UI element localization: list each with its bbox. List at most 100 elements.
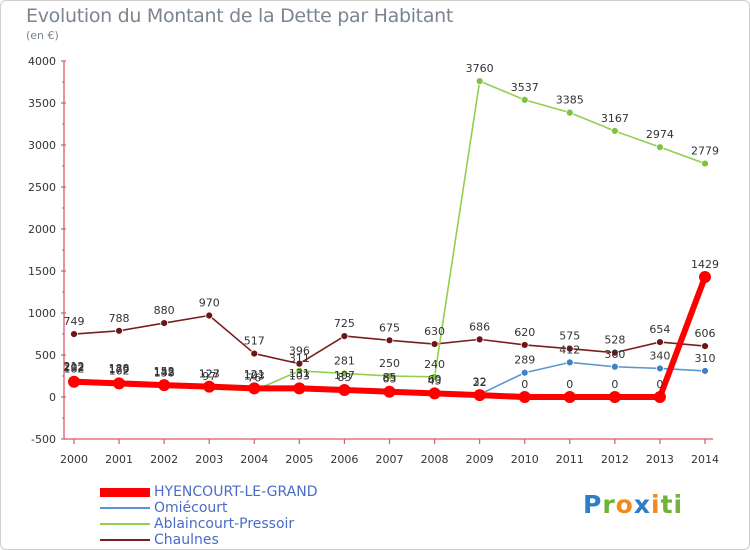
data-label-chaulnes: 880 [154,304,175,317]
data-point-ablaincourt [430,372,439,381]
data-label-chaulnes: 396 [289,345,310,358]
data-label-ablaincourt: 179 [109,363,130,376]
x-tick-label: 2008 [421,453,449,466]
y-tick-label: 1000 [28,307,56,320]
legend-swatch-omiecourt [100,507,150,509]
data-label-omiecourt: 153 [154,365,175,378]
data-label-hyencourt: 0 [611,378,618,391]
data-point-chaulnes [520,341,529,349]
data-point-chaulnes [430,340,439,348]
data-label-hyencourt: 1429 [691,258,719,271]
x-tick-label: 2004 [240,453,268,466]
data-point-chaulnes [205,311,214,320]
data-point-hyencourt [653,391,666,403]
data-point-hyencourt [158,379,171,392]
data-point-hyencourt [293,382,306,395]
data-point-ablaincourt [295,366,304,375]
data-label-chaulnes: 675 [379,321,400,334]
data-label-chaulnes: 517 [244,335,265,348]
data-label-ablaincourt: 281 [334,354,355,367]
chart-subtitle: (en €) [26,29,59,42]
line-chart: -500050010001500200025003000350040002000… [28,55,719,466]
data-point-chaulnes [656,338,664,346]
data-label-ablaincourt: 2779 [691,145,719,158]
data-point-ablaincourt [610,127,619,135]
data-point-hyencourt [608,391,621,403]
data-point-hyencourt [203,380,216,393]
data-point-omiecourt [656,364,664,373]
legend-swatch-chaulnes [100,539,150,541]
data-point-hyencourt [248,382,261,395]
brand-logo: Proxiti [583,490,683,519]
data-point-chaulnes [115,326,123,335]
data-point-hyencourt [338,384,351,397]
y-tick-label: 4000 [28,55,56,68]
y-tick-label: 3500 [28,97,56,110]
data-point-ablaincourt [385,372,394,380]
data-label-omiecourt: 310 [695,352,716,365]
data-point-omiecourt [701,367,709,375]
data-label-hyencourt: 162 [109,364,130,377]
data-label-chaulnes: 630 [424,325,445,338]
legend-label-ablaincourt: Ablaincourt-Pressoir [154,516,295,532]
data-point-chaulnes [610,348,619,357]
data-label-omiecourt: 360 [604,348,625,361]
data-label-hyencourt: 182 [64,363,85,376]
brand-letter: x [633,490,651,519]
y-tick-label: 500 [35,349,56,362]
data-label-hyencourt: 63 [383,373,397,386]
x-tick-label: 2012 [601,453,629,466]
data-point-omiecourt [520,368,529,377]
y-tick-label: 2500 [28,181,56,194]
data-label-hyencourt: 103 [289,369,310,382]
x-tick-label: 2001 [105,453,133,466]
x-tick-label: 2014 [691,453,719,466]
data-point-omiecourt [565,358,574,367]
data-label-hyencourt: 83 [337,371,351,384]
data-label-ablaincourt: 311 [289,352,310,365]
data-label-ablaincourt: 3385 [556,94,584,107]
data-label-ablaincourt: 76 [247,372,261,385]
data-label-chaulnes: 606 [695,327,716,340]
data-label-omiecourt: 60 [428,373,442,386]
data-point-ablaincourt [475,77,484,86]
data-point-hyencourt [473,389,486,402]
data-label-ablaincourt: 138 [154,366,175,379]
data-label-chaulnes: 654 [649,323,670,336]
x-tick-label: 2006 [330,453,358,466]
x-tick-label: 2010 [511,453,539,466]
data-point-hyencourt [68,375,80,388]
data-label-chaulnes: 528 [604,334,625,347]
brand-letter: i [651,490,661,519]
data-point-ablaincourt [701,159,709,168]
x-tick-label: 2011 [556,453,584,466]
data-point-hyencourt [113,377,126,390]
data-point-ablaincourt [520,95,529,104]
data-label-omiecourt: 289 [514,354,535,367]
data-label-hyencourt: 43 [428,374,442,387]
x-tick-label: 2003 [195,453,223,466]
data-point-hyencourt [518,391,531,403]
data-point-ablaincourt [340,369,349,378]
data-label-omiecourt: 32 [473,375,487,388]
data-label-hyencourt: 0 [521,378,528,391]
data-label-omiecourt: 85 [383,371,397,384]
legend-swatch-hyencourt [100,488,150,497]
data-label-hyencourt: 142 [154,366,175,379]
data-point-chaulnes [385,336,394,345]
data-label-chaulnes: 970 [199,297,220,310]
legend-label-omiecourt: Omiécourt [154,500,228,516]
data-label-omiecourt: 107 [334,369,355,382]
data-point-ablaincourt [656,143,664,152]
data-label-hyencourt: 123 [199,368,220,381]
data-label-chaulnes: 620 [514,326,535,339]
y-tick-label: 3000 [28,139,56,152]
data-label-omiecourt: 188 [109,362,130,375]
data-point-chaulnes [475,335,484,344]
brand-letter: o [615,490,634,519]
data-label-hyencourt: 0 [656,378,663,391]
x-tick-label: 2007 [376,453,404,466]
data-label-chaulnes: 788 [109,312,130,325]
data-label-chaulnes: 749 [64,315,85,328]
